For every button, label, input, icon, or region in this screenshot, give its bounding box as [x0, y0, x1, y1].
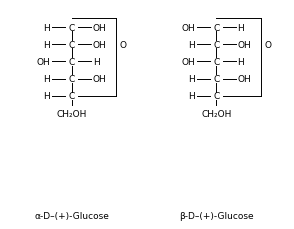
- Text: C: C: [213, 58, 219, 67]
- Text: OH: OH: [238, 75, 251, 84]
- Text: α-D–(+)-Glucose: α-D–(+)-Glucose: [34, 211, 109, 220]
- Text: OH: OH: [181, 58, 195, 67]
- Text: OH: OH: [93, 75, 106, 84]
- Text: C: C: [69, 58, 75, 67]
- Text: CH₂OH: CH₂OH: [56, 109, 87, 118]
- Text: C: C: [213, 92, 219, 101]
- Text: H: H: [188, 92, 195, 101]
- Text: OH: OH: [181, 24, 195, 33]
- Text: H: H: [238, 58, 244, 67]
- Text: H: H: [238, 24, 244, 33]
- Text: OH: OH: [36, 58, 50, 67]
- Text: O: O: [265, 41, 272, 49]
- Text: OH: OH: [93, 41, 106, 49]
- Text: C: C: [213, 41, 219, 49]
- Text: H: H: [188, 75, 195, 84]
- Text: H: H: [44, 75, 50, 84]
- Text: C: C: [69, 24, 75, 33]
- Text: OH: OH: [93, 24, 106, 33]
- Text: H: H: [44, 92, 50, 101]
- Text: H: H: [44, 41, 50, 49]
- Text: C: C: [69, 75, 75, 84]
- Text: C: C: [69, 92, 75, 101]
- Text: H: H: [93, 58, 100, 67]
- Text: C: C: [213, 75, 219, 84]
- Text: C: C: [213, 24, 219, 33]
- Text: CH₂OH: CH₂OH: [201, 109, 231, 118]
- Text: H: H: [44, 24, 50, 33]
- Text: OH: OH: [238, 41, 251, 49]
- Text: O: O: [120, 41, 127, 49]
- Text: H: H: [188, 41, 195, 49]
- Text: C: C: [69, 41, 75, 49]
- Text: β-D–(+)-Glucose: β-D–(+)-Glucose: [179, 211, 254, 220]
